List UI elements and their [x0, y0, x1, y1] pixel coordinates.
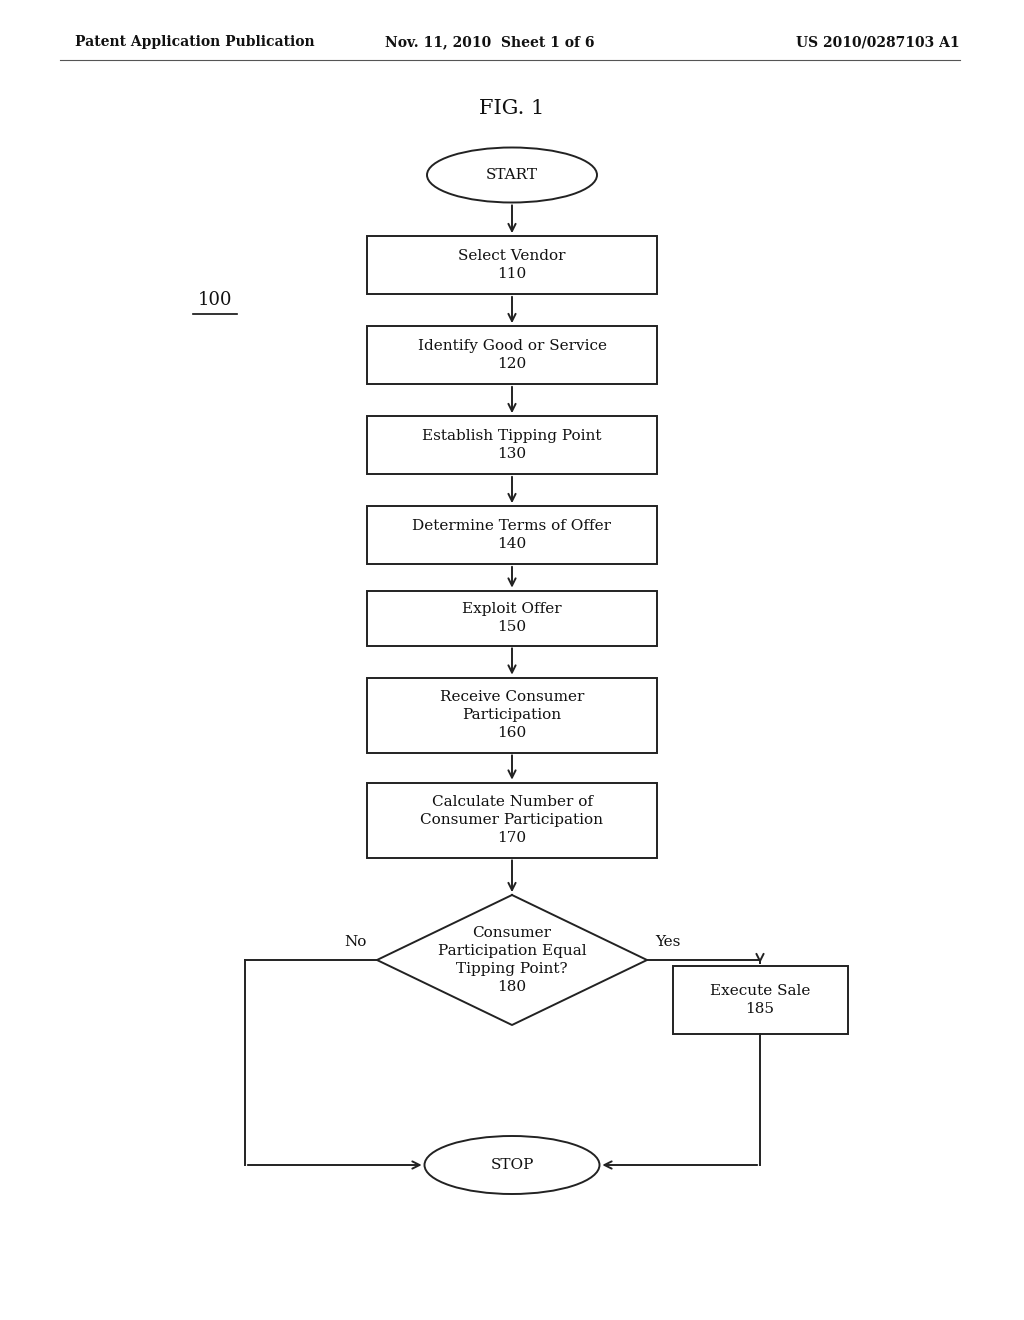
Bar — [367, 506, 657, 564]
Text: US 2010/0287103 A1: US 2010/0287103 A1 — [797, 36, 961, 49]
Text: Participation: Participation — [463, 708, 561, 722]
Text: 150: 150 — [498, 620, 526, 634]
Text: Identify Good or Service: Identify Good or Service — [418, 339, 606, 352]
Text: Calculate Number of: Calculate Number of — [431, 795, 593, 809]
Bar — [367, 236, 657, 294]
Text: Exploit Offer: Exploit Offer — [462, 602, 562, 616]
Text: 100: 100 — [198, 290, 232, 309]
Text: Patent Application Publication: Patent Application Publication — [75, 36, 314, 49]
Bar — [367, 416, 657, 474]
Text: FIG. 1: FIG. 1 — [479, 99, 545, 117]
Text: 120: 120 — [498, 356, 526, 371]
Text: Execute Sale: Execute Sale — [710, 983, 810, 998]
Text: 160: 160 — [498, 726, 526, 741]
Bar — [367, 590, 657, 645]
Text: Establish Tipping Point: Establish Tipping Point — [422, 429, 602, 444]
Text: No: No — [345, 935, 367, 949]
Text: 185: 185 — [745, 1002, 774, 1016]
Bar — [367, 677, 657, 752]
Text: Yes: Yes — [655, 935, 680, 949]
Text: START: START — [486, 168, 538, 182]
Bar — [367, 783, 657, 858]
Text: Tipping Point?: Tipping Point? — [456, 962, 568, 975]
Text: Consumer: Consumer — [472, 927, 552, 940]
Text: Nov. 11, 2010  Sheet 1 of 6: Nov. 11, 2010 Sheet 1 of 6 — [385, 36, 595, 49]
Text: Determine Terms of Offer: Determine Terms of Offer — [413, 519, 611, 533]
Bar — [673, 966, 848, 1034]
Text: 170: 170 — [498, 832, 526, 845]
Text: 180: 180 — [498, 979, 526, 994]
Text: 110: 110 — [498, 267, 526, 281]
Text: Select Vendor: Select Vendor — [459, 249, 565, 263]
Bar — [367, 326, 657, 384]
Text: 140: 140 — [498, 537, 526, 550]
Text: Consumer Participation: Consumer Participation — [421, 813, 603, 828]
Text: STOP: STOP — [490, 1158, 534, 1172]
Text: Receive Consumer: Receive Consumer — [440, 690, 584, 704]
Text: 130: 130 — [498, 447, 526, 461]
Text: Participation Equal: Participation Equal — [437, 944, 587, 958]
